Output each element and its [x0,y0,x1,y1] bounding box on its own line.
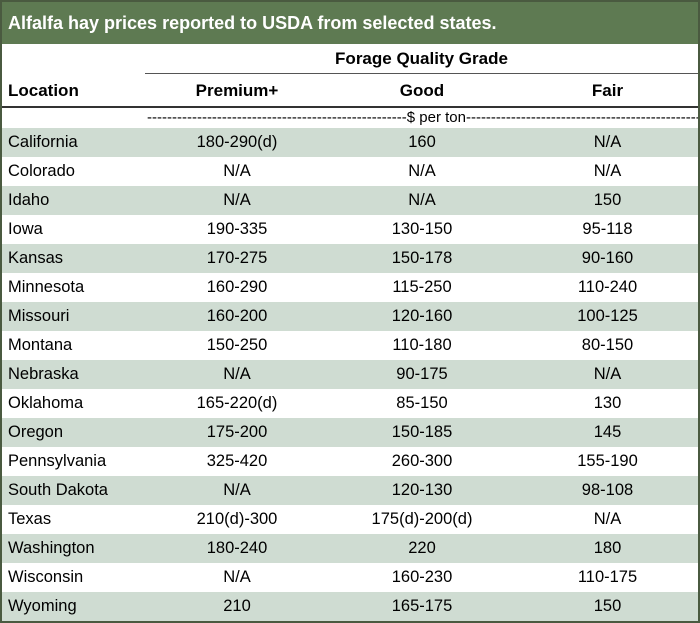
cell-good: 85-150 [396,394,448,412]
cell-premium: 150-250 [206,336,268,354]
cell-location: Texas [8,510,52,528]
cell-premium: 170-275 [206,249,268,267]
cell-premium: 180-290(d) [196,133,278,151]
cell-fair: 110-240 [577,278,638,296]
group-header-rule [145,73,698,74]
cell-premium: N/A [223,162,251,180]
cell-fair: 145 [593,423,622,441]
cell-location: Nebraska [8,365,79,383]
cell-good: 90-175 [396,365,448,383]
cell-location: South Dakota [8,481,108,499]
cell-location: Pennsylvania [8,452,107,470]
cell-premium: 180-240 [206,539,268,557]
cell-fair: N/A [593,510,622,528]
table-row: Nebraska N/A 90-175 N/A [2,360,698,389]
table-row: Missouri 160-200 120-160 100-125 [2,302,698,331]
cell-fair: 90-160 [581,249,634,267]
cell-premium: 190-335 [206,220,268,238]
table-row: Washington 180-240 220 180 [2,534,698,563]
cell-location: Oregon [8,423,64,441]
cell-good: N/A [408,162,436,180]
column-header-location: Location [8,81,79,100]
cell-location: California [8,133,78,151]
table-row: Wyoming 210 165-175 150 [2,592,698,621]
table-title: Alfalfa hay prices reported to USDA from… [2,2,698,44]
table-row: Idaho N/A N/A 150 [2,186,698,215]
cell-premium: 175-200 [206,423,268,441]
cell-fair: 150 [593,597,622,615]
header-divider [2,106,698,108]
units-label: ----------------------------------------… [147,109,698,126]
cell-good: 110-180 [392,336,452,354]
cell-fair: 95-118 [582,220,633,238]
cell-fair: 150 [593,191,622,209]
cell-premium: 325-420 [206,452,268,470]
cell-good: 120-160 [391,307,453,325]
cell-premium: N/A [223,365,251,383]
table-row: Kansas 170-275 150-178 90-160 [2,244,698,273]
cell-good: 165-175 [391,597,453,615]
cell-fair: N/A [593,365,622,383]
cell-location: Montana [8,336,73,354]
cell-location: Wyoming [8,597,77,615]
cell-location: Wisconsin [8,568,84,586]
cell-location: Colorado [8,162,75,180]
table-row: California 180-290(d) 160 N/A [2,128,698,157]
table-row: Colorado N/A N/A N/A [2,157,698,186]
table-row: Pennsylvania 325-420 260-300 155-190 [2,447,698,476]
cell-good: 115-250 [392,278,452,296]
table-row: Texas 210(d)-300 175(d)-200(d) N/A [2,505,698,534]
cell-premium: 210(d)-300 [196,510,278,528]
cell-location: Minnesota [8,278,85,296]
cell-fair: 100-125 [577,307,638,325]
cell-good: 120-130 [391,481,453,499]
cell-location: Oklahoma [8,394,84,412]
cell-good: 260-300 [391,452,453,470]
table-row: Wisconsin N/A 160-230 110-175 [2,563,698,592]
cell-good: 150-185 [391,423,453,441]
cell-location: Idaho [8,191,50,209]
cell-good: 220 [408,539,436,557]
cell-location: Kansas [8,249,64,267]
cell-fair: 98-108 [581,481,634,499]
cell-fair: 180 [593,539,622,557]
column-header-good: Good [399,81,445,100]
cell-location: Washington [8,539,95,557]
column-header-premium: Premium+ [195,81,279,100]
cell-fair: N/A [593,133,622,151]
cell-premium: N/A [223,481,251,499]
cell-fair: N/A [593,162,622,180]
cell-good: 175(d)-200(d) [371,510,473,528]
cell-premium: 165-220(d) [196,394,278,412]
table-row: Minnesota 160-290 115-250 110-240 [2,273,698,302]
cell-premium: 210 [223,597,251,615]
cell-good: 150-178 [391,249,453,267]
table-header: Forage Quality Grade Location Premium+ G… [2,44,698,128]
table-row: South Dakota N/A 120-130 98-108 [2,476,698,505]
table-row: Oklahoma 165-220(d) 85-150 130 [2,389,698,418]
cell-good: N/A [408,191,436,209]
cell-premium: 160-290 [206,278,268,296]
cell-premium: N/A [223,568,251,586]
table-row: Montana 150-250 110-180 80-150 [2,331,698,360]
table-row: Oregon 175-200 150-185 145 [2,418,698,447]
table-body: California 180-290(d) 160 N/A Colorado N/A N/A… [2,128,698,621]
group-header-forage-quality: Forage Quality Grade [335,49,508,68]
cell-fair: 130 [593,394,622,412]
cell-premium: 160-200 [206,307,268,325]
cell-premium: N/A [223,191,251,209]
cell-location: Iowa [8,220,43,238]
column-header-fair: Fair [591,81,624,100]
cell-fair: 110-175 [577,568,638,586]
cell-fair: 80-150 [581,336,634,354]
cell-good: 160 [408,133,436,151]
cell-good: 160-230 [391,568,453,586]
cell-location: Missouri [8,307,70,325]
cell-fair: 155-190 [577,452,638,470]
cell-good: 130-150 [391,220,453,238]
table-row: Iowa 190-335 130-150 95-118 [2,215,698,244]
